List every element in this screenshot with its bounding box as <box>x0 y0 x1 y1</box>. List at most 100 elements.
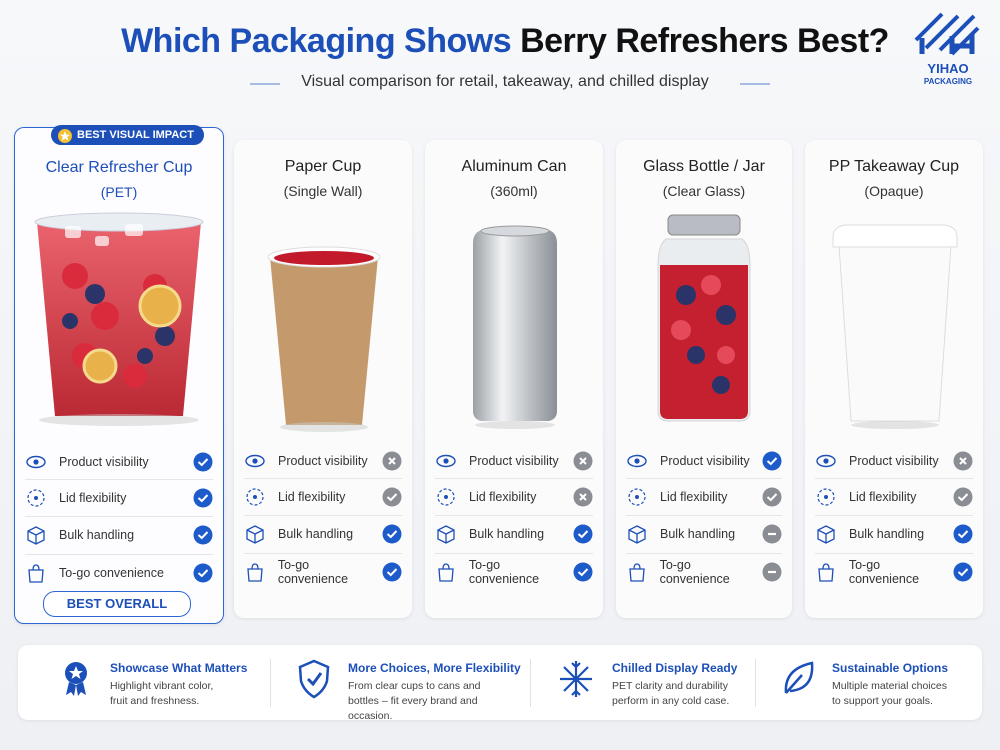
card-name: Clear Refresher Cup <box>45 159 193 176</box>
footer-icon <box>784 661 814 694</box>
feature-row: To-go convenience <box>815 553 973 590</box>
feature-row: Lid flexibility <box>626 478 782 515</box>
feature-row: Product visibility <box>244 443 402 479</box>
feature-label: To-go convenience <box>468 558 540 586</box>
status-icon <box>193 563 213 583</box>
status-icon <box>953 562 973 582</box>
footer: Showcase What Matters Highlight vibrant c… <box>18 645 982 722</box>
feature-label: Lid flexibility <box>849 490 917 504</box>
feature-label: Product visibility <box>660 454 750 468</box>
status-icon <box>573 524 593 544</box>
feature-label: To-go convenience <box>848 558 920 586</box>
footer-text: From clear cups to cans and bottles – fi… <box>348 680 481 722</box>
status-icon <box>382 524 402 544</box>
feature-icon <box>818 563 834 582</box>
card: Aluminum Can (360ml) Product visibility Li… <box>425 140 603 618</box>
badge-star <box>58 129 72 143</box>
feature-label: Bulk handling <box>59 528 135 542</box>
status-icon <box>382 451 402 471</box>
subtitle: Visual comparison for retail, takeaway, … <box>301 73 709 90</box>
card-subtitle: (360ml) <box>490 183 538 199</box>
card-subtitle: (PET) <box>100 184 138 200</box>
card: BEST VISUAL IMPACT Clear Refresher Cup (PE… <box>14 125 224 624</box>
feature-icon <box>628 525 646 544</box>
feature-row: Lid flexibility <box>244 478 402 515</box>
feature-label: Lid flexibility <box>660 490 728 504</box>
feature-label: Bulk handling <box>849 527 925 541</box>
feature-icon <box>246 525 264 544</box>
feature-list: Product visibility Lid flexibility Bulk ha… <box>805 443 983 593</box>
feature-row: Bulk handling <box>626 515 782 552</box>
card-subtitle: (Clear Glass) <box>662 183 746 199</box>
footer-title: Showcase What Matters <box>110 661 248 675</box>
feature-row: Bulk handling <box>815 515 973 552</box>
card: PP Takeaway Cup (Opaque) Product visibilit… <box>805 140 983 618</box>
feature-icon <box>816 454 836 468</box>
card-name: PP Takeaway Cup <box>828 158 960 175</box>
feature-label: Bulk handling <box>469 527 545 541</box>
feature-icon <box>246 488 264 506</box>
status-icon <box>953 451 973 471</box>
product-image <box>657 214 751 422</box>
feature-icon <box>629 563 645 582</box>
card: Glass Bottle / Jar (Clear Glass) Product … <box>616 140 792 618</box>
status-icon <box>953 524 973 544</box>
feature-row: Bulk handling <box>244 515 402 552</box>
feature-row: To-go convenience <box>25 554 213 591</box>
badge: BEST VISUAL IMPACT <box>51 125 204 145</box>
button[interactable]: BEST OVERALL <box>43 591 191 617</box>
status-icon <box>193 452 213 472</box>
feature-icon <box>817 488 835 506</box>
footer-title: More Choices, More Flexibility <box>348 661 521 675</box>
feature-row: Bulk handling <box>25 516 213 553</box>
status-icon <box>762 562 782 582</box>
footer-text: Multiple material choices to support you… <box>832 680 947 707</box>
footer-icon <box>298 659 330 699</box>
feature-row: Lid flexibility <box>815 478 973 515</box>
feature-label: Product visibility <box>59 455 149 469</box>
footer-text: PET clarity and durability perform in an… <box>612 680 730 707</box>
divider <box>530 659 531 707</box>
feature-row: Lid flexibility <box>435 478 593 515</box>
feature-list: Product visibility Lid flexibility Bulk ha… <box>15 444 223 594</box>
logo-name: YIHAO <box>927 61 968 76</box>
feature-icon <box>628 488 646 506</box>
status-icon <box>762 451 782 471</box>
feature-row: To-go convenience <box>244 553 402 590</box>
feature-label: Lid flexibility <box>469 490 537 504</box>
product-image <box>34 212 204 426</box>
status-icon <box>953 487 973 507</box>
footer-title: Chilled Display Ready <box>612 661 738 675</box>
feature-icon <box>817 525 835 544</box>
product-image <box>267 246 381 432</box>
feature-row: Bulk handling <box>435 515 593 552</box>
status-icon <box>573 562 593 582</box>
footer-text: Highlight vibrant color, fruit and fresh… <box>110 680 214 707</box>
feature-list: Product visibility Lid flexibility Bulk ha… <box>425 443 603 593</box>
card-subtitle: (Single Wall) <box>283 183 363 199</box>
card-name: Aluminum Can <box>461 158 567 175</box>
card-subtitle: (Opaque) <box>864 183 924 199</box>
feature-label: Product visibility <box>278 454 368 468</box>
feature-label: Bulk handling <box>278 527 354 541</box>
logo-tagline: PACKAGING <box>924 77 972 86</box>
feature-row: Product visibility <box>626 443 782 479</box>
feature-icon <box>26 455 46 469</box>
title-part: Which Packaging Shows <box>121 22 512 60</box>
feature-icon <box>438 563 454 582</box>
status-icon <box>193 488 213 508</box>
subtitle-rules <box>250 83 770 85</box>
footer-title: Sustainable Options <box>832 661 949 675</box>
feature-row: Product visibility <box>435 443 593 479</box>
divider <box>270 659 271 707</box>
feature-label: Lid flexibility <box>59 491 127 505</box>
feature-icon <box>437 488 455 506</box>
feature-label: To-go convenience <box>277 558 349 586</box>
feature-icon <box>436 454 456 468</box>
feature-list: Product visibility Lid flexibility Bulk ha… <box>616 443 792 593</box>
feature-label: Bulk handling <box>660 527 736 541</box>
status-icon <box>573 451 593 471</box>
feature-icon <box>28 564 44 583</box>
